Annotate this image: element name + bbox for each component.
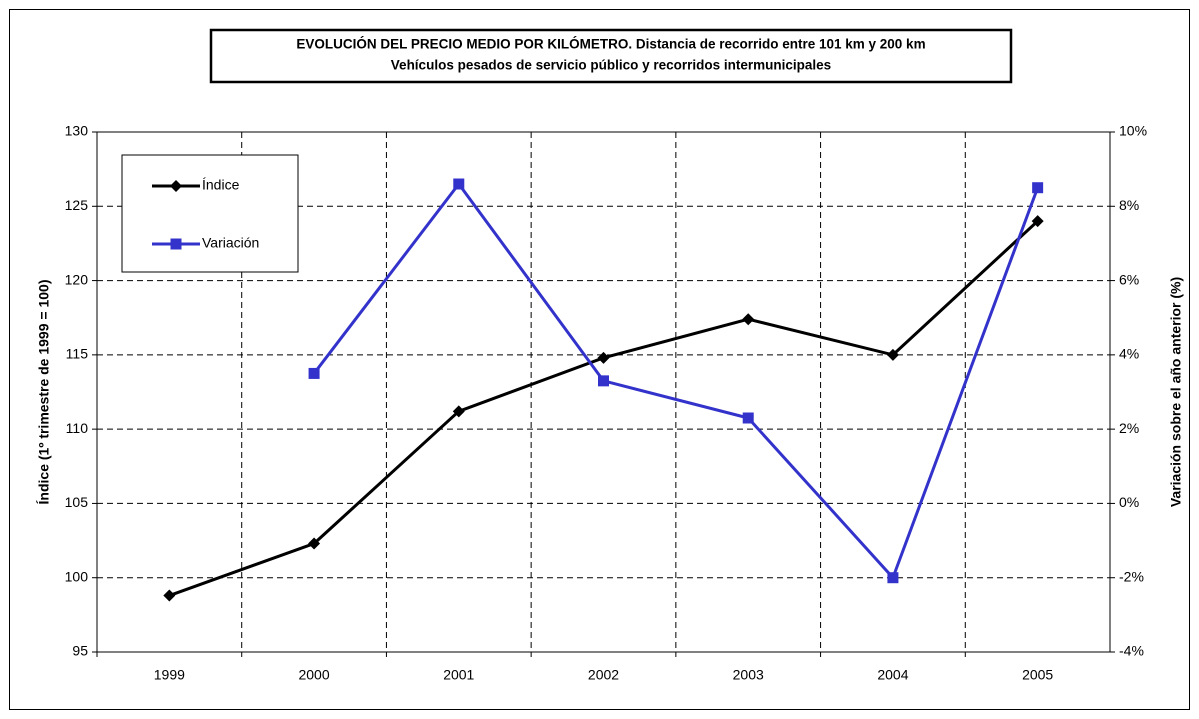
y-tick-label: 120 xyxy=(65,271,89,287)
series-line xyxy=(312,181,1040,581)
chart-border xyxy=(9,9,1190,710)
point xyxy=(742,412,754,424)
y2-tick-label: 0% xyxy=(1119,494,1139,510)
y-tick-label: 100 xyxy=(65,568,89,584)
y-tick-label: 130 xyxy=(65,123,89,139)
legend-box xyxy=(121,154,299,273)
point xyxy=(598,375,609,387)
y2-tick-label: -4% xyxy=(1119,643,1144,659)
point xyxy=(597,351,610,364)
legend-marker xyxy=(170,180,182,192)
x-tick-label: 2005 xyxy=(1022,667,1053,683)
point xyxy=(742,313,755,326)
legend-label: Índice xyxy=(202,177,240,193)
point xyxy=(887,572,899,584)
y2-axis-label: Variación sobre el año anterior (%) xyxy=(1168,277,1184,507)
point xyxy=(453,178,465,190)
y-tick-label: 125 xyxy=(65,197,89,213)
y2-tick-label: 8% xyxy=(1119,197,1139,213)
point xyxy=(308,537,321,550)
x-tick-label: 2003 xyxy=(733,667,764,683)
y2-tick-label: 4% xyxy=(1119,346,1139,362)
x-tick-label: 2001 xyxy=(443,667,474,683)
point xyxy=(308,367,320,379)
y2-tick-label: 10% xyxy=(1119,123,1147,139)
point xyxy=(1031,215,1044,228)
x-tick-label: 2004 xyxy=(877,667,908,683)
y2-tick-label: -2% xyxy=(1119,568,1144,584)
legend-marker xyxy=(170,238,182,250)
title-box xyxy=(209,28,1013,84)
y-tick-label: 115 xyxy=(66,346,89,362)
plot-frame xyxy=(96,131,1111,653)
chart-subtitle: Vehículos pesados de servicio público y … xyxy=(391,58,831,73)
point xyxy=(452,405,465,418)
y2-tick-label: 6% xyxy=(1119,271,1139,287)
point xyxy=(163,589,176,602)
y-tick-label: 95 xyxy=(72,643,88,659)
legend-label: Variación xyxy=(202,235,259,251)
y2-tick-label: 2% xyxy=(1119,420,1139,436)
chart-title: EVOLUCIÓN DEL PRECIO MEDIO POR KILÓMETRO… xyxy=(296,37,925,52)
x-tick-label: 2002 xyxy=(588,667,619,683)
y-tick-label: 110 xyxy=(66,420,89,436)
point xyxy=(886,348,899,361)
y-tick-label: 105 xyxy=(65,494,89,510)
point xyxy=(1032,182,1044,194)
x-tick-label: 1999 xyxy=(154,667,185,683)
x-tick-label: 2000 xyxy=(298,667,329,683)
y-axis-label: Índice (1º trimestre de 1999 = 100) xyxy=(36,280,52,505)
